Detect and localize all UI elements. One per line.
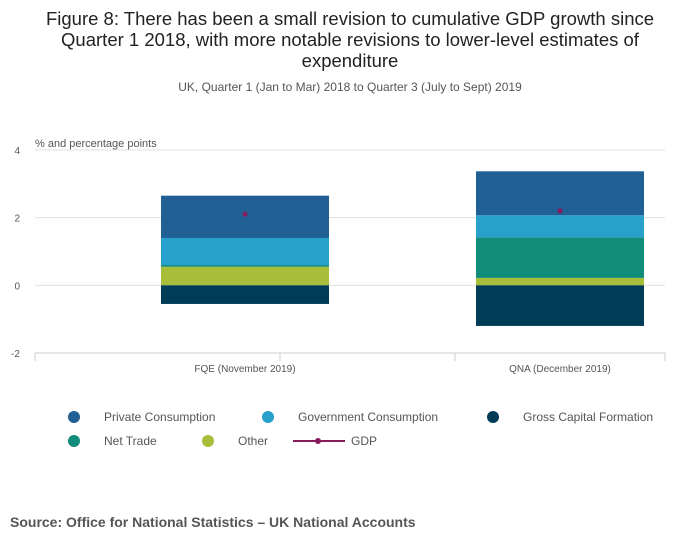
x-tick-label: QNA (December 2019) <box>509 364 611 375</box>
bar-net-trade <box>476 237 644 278</box>
legend-item-gross-capital-formation: Gross Capital Formation <box>487 407 653 427</box>
y-axis-label: % and percentage points <box>35 138 157 150</box>
x-axis: FQE (November 2019) QNA (December 2019) <box>34 352 666 375</box>
y-tick-label: 4 <box>14 146 20 157</box>
legend-label: GDP <box>351 434 378 448</box>
legend-swatch-other <box>202 435 214 447</box>
gdp-point <box>557 208 563 214</box>
bar-gross-capital-formation <box>161 285 329 304</box>
legend-label: Government Consumption <box>298 410 439 424</box>
legend-label: Other <box>238 434 269 448</box>
bar-gross-capital-formation <box>476 285 644 326</box>
legend-item-gdp: GDP <box>293 431 377 451</box>
chart-title: Figure 8: There has been a small revisio… <box>45 8 655 71</box>
y-tick-label: -2 <box>11 349 20 360</box>
legend-swatch-government-consumption <box>262 411 274 423</box>
chart-subtitle: UK, Quarter 1 (Jan to Mar) 2018 to Quart… <box>178 80 522 94</box>
x-tick-label: FQE (November 2019) <box>194 364 295 375</box>
legend-item-government-consumption: Government Consumption <box>262 407 438 427</box>
legend-swatch-gdp <box>293 435 345 447</box>
gdp-points <box>242 208 563 217</box>
legend-swatch-private-consumption <box>68 411 80 423</box>
y-tick-label: 0 <box>14 281 20 292</box>
bar-other <box>161 266 329 286</box>
bar-government-consumption <box>476 215 644 238</box>
bar-government-consumption <box>161 237 329 266</box>
bar-net-trade <box>161 265 329 267</box>
legend-swatch-net-trade <box>68 435 80 447</box>
legend-swatch-gross-capital-formation <box>487 411 499 423</box>
legend-label: Private Consumption <box>104 410 216 424</box>
legend-item-private-consumption: Private Consumption <box>68 407 215 427</box>
source-note: Source: Office for National Statistics –… <box>10 514 416 530</box>
bar-group <box>161 171 644 326</box>
bar-private-consumption <box>161 195 329 238</box>
bar-other <box>476 277 644 286</box>
bar-private-consumption <box>476 171 644 216</box>
y-tick-label: 2 <box>14 214 20 225</box>
legend-item-net-trade: Net Trade <box>68 431 157 451</box>
legend-item-other: Other <box>202 431 268 451</box>
chart-plot: % and percentage points 4 2 0 -2 FQE (Novem… <box>11 138 666 375</box>
legend-label: Net Trade <box>104 434 157 448</box>
legend: Private Consumption Government Consumpti… <box>0 404 700 454</box>
legend-label: Gross Capital Formation <box>523 410 654 424</box>
gdp-point <box>242 211 248 217</box>
